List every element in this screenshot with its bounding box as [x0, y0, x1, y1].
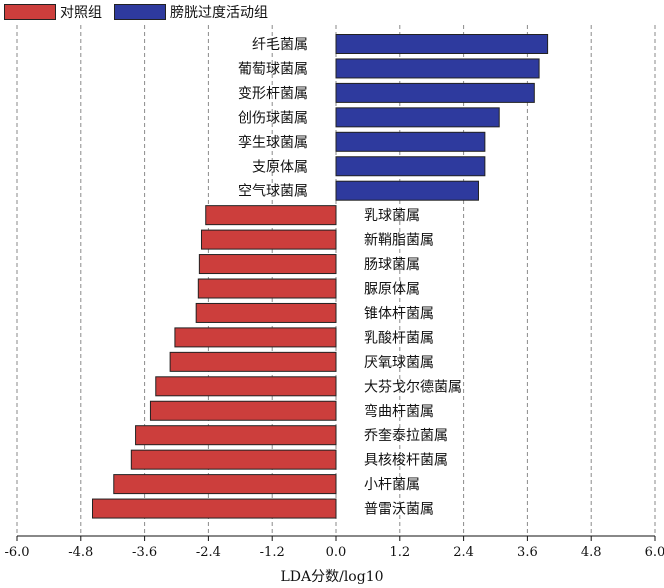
x-tick-label: 0.0 — [326, 545, 347, 560]
category-label: 葡萄球菌属 — [238, 61, 308, 77]
x-tick-label: 3.6 — [517, 545, 538, 560]
bar-active — [335, 107, 500, 128]
bar-control — [113, 474, 337, 495]
category-label: 变形杆菌属 — [238, 86, 308, 102]
category-label: 孪生球菌属 — [238, 134, 308, 151]
category-label: 大芬戈尔德菌属 — [364, 379, 462, 395]
legend-item-control: 对照组 — [4, 2, 102, 22]
x-tick-label: 6.0 — [645, 545, 664, 560]
x-tick-label: -4.8 — [68, 545, 93, 560]
legend-item-active: 膀胱过度活动组 — [114, 2, 268, 22]
legend: 对照组 膀胱过度活动组 — [4, 3, 280, 21]
category-label: 乳酸杆菌属 — [364, 330, 434, 346]
category-label: 锥体杆菌属 — [364, 306, 434, 322]
category-label: 创伤球菌属 — [238, 110, 308, 126]
category-label: 普雷沃菌属 — [364, 502, 434, 518]
category-label: 具核梭杆菌属 — [364, 452, 448, 469]
category-label: 乳球菌属 — [364, 208, 420, 224]
category-label: 空气球菌属 — [238, 184, 308, 200]
category-label: 纤毛菌属 — [252, 37, 308, 53]
legend-label-control: 对照组 — [60, 5, 102, 21]
category-label: 肠球菌属 — [364, 257, 420, 273]
bar-control — [149, 400, 337, 421]
bar-control — [155, 376, 337, 397]
bar-control — [135, 425, 337, 446]
legend-swatch-active — [114, 4, 166, 20]
bars — [91, 34, 549, 519]
bar-control — [195, 302, 337, 323]
x-tick-label: 1.2 — [389, 545, 410, 560]
bar-active — [335, 58, 540, 79]
category-label: 小杆菌属 — [364, 477, 420, 493]
bar-active — [335, 180, 479, 201]
bar-control — [198, 254, 337, 275]
x-tick-label: 4.8 — [581, 545, 602, 560]
category-label: 新鞘脂菌属 — [364, 233, 434, 249]
x-tick-label: -1.2 — [260, 545, 285, 560]
bar-active — [335, 34, 549, 54]
bar-control — [91, 498, 337, 519]
category-labels: 纤毛菌属葡萄球菌属变形杆菌属创伤球菌属孪生球菌属支原体属空气球菌属乳球菌属新鞘脂… — [238, 37, 462, 518]
legend-swatch-control — [4, 4, 56, 20]
bar-control — [200, 229, 337, 250]
bar-active — [335, 156, 486, 177]
category-label: 支原体属 — [252, 159, 308, 175]
category-label: 脲原体属 — [364, 282, 420, 298]
x-tick-label: 2.4 — [453, 545, 474, 560]
bar-control — [205, 205, 337, 226]
bar-control — [174, 327, 337, 348]
bar-active — [335, 131, 486, 152]
category-label: 厌氧球菌属 — [364, 355, 434, 371]
category-label: 乔奎泰拉菌属 — [364, 428, 448, 444]
bar-active — [335, 82, 535, 103]
bar-control — [130, 449, 337, 470]
legend-label-active: 膀胱过度活动组 — [170, 5, 268, 21]
category-label: 弯曲杆菌属 — [364, 403, 434, 420]
bar-control — [197, 278, 337, 299]
x-tick-label: -2.4 — [196, 545, 221, 560]
x-tick-label: -6.0 — [4, 545, 29, 560]
x-axis-ticks: -6.0 -4.8 -3.6 -2.4 -1.2 0.0 1.2 2.4 3.6 4.8 6.0 — [4, 536, 664, 560]
x-tick-label: -3.6 — [132, 545, 157, 560]
x-axis-label: LDA分数/log10 — [280, 569, 384, 585]
bar-control — [169, 351, 337, 372]
